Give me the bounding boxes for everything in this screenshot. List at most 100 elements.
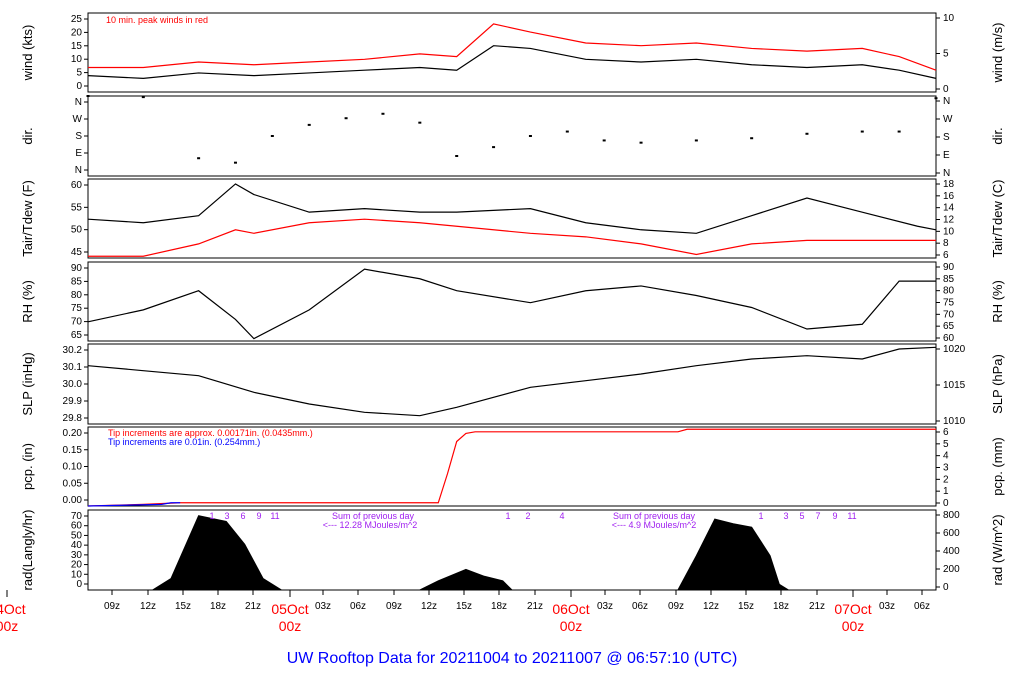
left-tick-label: N bbox=[75, 97, 82, 108]
radiation-hour-marker: 4 bbox=[559, 511, 564, 521]
radiation-sum-value: <--- 12.28 MJoules/m^2 bbox=[323, 520, 418, 530]
data-point bbox=[750, 137, 754, 140]
left-tick-label: N bbox=[75, 165, 82, 176]
data-point bbox=[418, 121, 422, 124]
right-tick-label: 80 bbox=[943, 286, 955, 297]
data-point bbox=[270, 135, 274, 137]
x-tick-label: 18z bbox=[773, 601, 789, 612]
left-tick-label: 55 bbox=[71, 202, 83, 213]
series-line-black bbox=[87, 346, 937, 417]
right-tick-label: N bbox=[943, 96, 950, 107]
radiation-sum-label: Sum of previous day bbox=[613, 511, 696, 521]
x-tick-label: 09z bbox=[104, 601, 120, 612]
right-tick-label: 6 bbox=[943, 427, 949, 438]
right-tick-label: 70 bbox=[943, 309, 955, 320]
day-label-time: 00z bbox=[842, 618, 865, 634]
left-tick-label: 10 bbox=[71, 54, 83, 65]
data-point bbox=[455, 155, 459, 157]
y-axis-label-left: wind (kts) bbox=[20, 25, 35, 82]
plot-frame bbox=[87, 426, 937, 507]
data-point bbox=[492, 146, 496, 149]
y-axis-label-right: pcp. (mm) bbox=[990, 437, 1005, 496]
left-tick-label: 40 bbox=[71, 540, 83, 551]
left-tick-label: E bbox=[75, 148, 82, 159]
right-tick-label: 1 bbox=[943, 486, 949, 497]
left-tick-label: S bbox=[75, 131, 82, 142]
data-point bbox=[860, 130, 864, 133]
series-line-Tdew bbox=[88, 218, 936, 257]
right-tick-label: 10 bbox=[943, 226, 955, 237]
data-point bbox=[805, 132, 809, 135]
data-point bbox=[344, 117, 348, 120]
radiation-hour-marker: 1 bbox=[209, 511, 214, 521]
right-tick-label: 12 bbox=[943, 215, 955, 226]
left-tick-label: 60 bbox=[71, 521, 83, 532]
data-point bbox=[602, 139, 606, 142]
precip-note-tip: Tip increments are 0.01in. (0.254mm.) bbox=[108, 437, 260, 447]
day-label-time: 00z bbox=[560, 618, 583, 634]
left-tick-label: 29.8 bbox=[63, 413, 83, 424]
panel-radiation: 0102030405060700200400600800rad(Langly/h… bbox=[20, 509, 1005, 593]
right-tick-label: 600 bbox=[943, 528, 960, 539]
right-tick-label: 1020 bbox=[943, 344, 966, 355]
panel-pressure: 29.8 29.9 30.0 30.1 30.2 1010 1015 1020 SLP (inH… bbox=[20, 343, 1005, 427]
left-tick-label: 30.1 bbox=[63, 362, 83, 373]
day-label-time: 00z bbox=[0, 618, 18, 634]
right-tick-label: 0 bbox=[943, 582, 949, 593]
left-tick-label: 85 bbox=[71, 276, 83, 287]
data-point bbox=[307, 123, 311, 126]
right-tick-label: 4 bbox=[943, 451, 949, 462]
left-tick-label: 0.00 bbox=[63, 495, 83, 506]
y-axis-label-right: rad (W/m^2) bbox=[990, 514, 1005, 585]
x-tick-label: 12z bbox=[703, 601, 719, 612]
right-tick-label: 6 bbox=[943, 250, 949, 261]
left-tick-label: 29.9 bbox=[63, 396, 83, 407]
page-title: UW Rooftop Data for 20211004 to 20211007… bbox=[286, 650, 738, 667]
data-point bbox=[197, 157, 201, 160]
right-tick-label: 60 bbox=[943, 333, 955, 344]
right-tick-label: 18 bbox=[943, 179, 955, 190]
radiation-sum-value: <--- 4.9 MJoules/m^2 bbox=[612, 520, 697, 530]
left-tick-label: 60 bbox=[71, 180, 83, 191]
right-tick-label: 5 bbox=[943, 439, 949, 450]
series-line-black bbox=[87, 268, 936, 340]
day-label-date: 07Oct bbox=[834, 601, 871, 617]
y-axis-label-left: RH (%) bbox=[20, 280, 35, 323]
radiation-hour-marker: 1 bbox=[758, 511, 763, 521]
day-label-date: 04Oct bbox=[0, 601, 26, 617]
left-tick-label: 20 bbox=[71, 560, 83, 571]
plot-frame bbox=[87, 343, 937, 425]
right-tick-label: 75 bbox=[943, 298, 955, 309]
right-tick-label: 10 bbox=[943, 13, 955, 24]
right-tick-label: 8 bbox=[943, 238, 949, 249]
right-tick-label: 65 bbox=[943, 321, 955, 332]
data-point bbox=[694, 139, 698, 142]
right-tick-label: 3 bbox=[943, 463, 949, 474]
right-tick-label: W bbox=[943, 114, 953, 125]
right-tick-label: 14 bbox=[943, 203, 955, 214]
radiation-area bbox=[150, 515, 791, 591]
precip-note-approx: Tip increments are approx. 0.00171in. (0… bbox=[108, 428, 313, 438]
x-tick-label: 12z bbox=[140, 601, 156, 612]
right-tick-label: 400 bbox=[943, 546, 960, 557]
left-tick-label: 50 bbox=[71, 225, 83, 236]
radiation-hour-marker: 3 bbox=[224, 511, 229, 521]
right-tick-label: 1015 bbox=[943, 380, 966, 391]
x-tick-label: 03z bbox=[315, 601, 331, 612]
right-tick-label: 90 bbox=[943, 262, 955, 273]
right-tick-label: E bbox=[943, 150, 950, 161]
right-tick-label: S bbox=[943, 132, 950, 143]
right-tick-label: 0 bbox=[943, 84, 949, 95]
left-tick-label: 30.0 bbox=[63, 379, 83, 390]
x-tick-label: 21z bbox=[245, 601, 261, 612]
y-axis-label-right: SLP (hPa) bbox=[990, 354, 1005, 414]
right-tick-label: 85 bbox=[943, 274, 955, 285]
right-tick-label: 200 bbox=[943, 564, 960, 575]
y-axis-label-left: pcp. (in) bbox=[20, 443, 35, 490]
data-point bbox=[86, 95, 90, 97]
x-tick-label: 18z bbox=[210, 601, 226, 612]
radiation-hour-marker: 9 bbox=[832, 511, 837, 521]
